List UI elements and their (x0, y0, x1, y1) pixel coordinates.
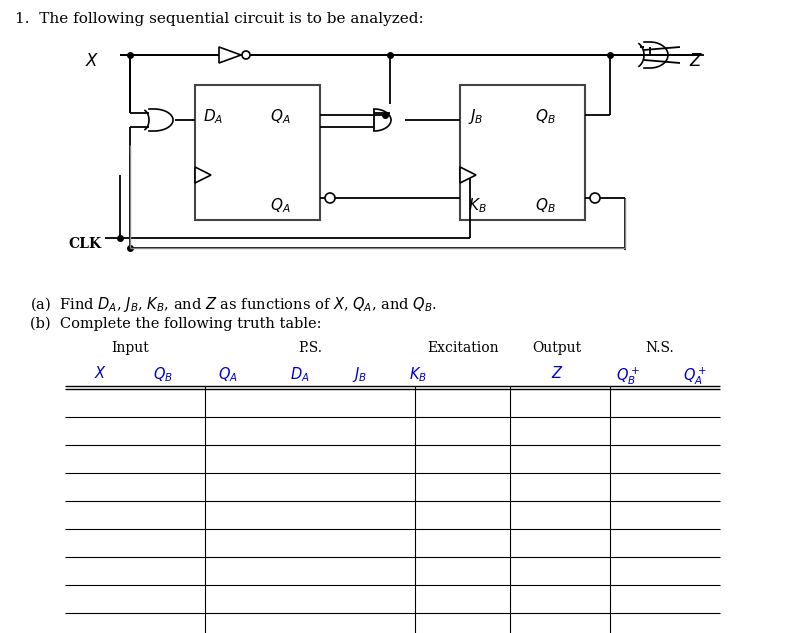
Text: 1.  The following sequential circuit is to be analyzed:: 1. The following sequential circuit is t… (15, 12, 424, 26)
Text: N.S.: N.S. (646, 341, 674, 355)
Bar (195, 85, 320, 220)
Circle shape (325, 193, 335, 203)
Text: P.S.: P.S. (298, 341, 322, 355)
Circle shape (590, 193, 600, 203)
Text: $J_B$: $J_B$ (468, 107, 484, 126)
Polygon shape (460, 167, 476, 183)
Bar (460, 85, 585, 220)
Text: $X$: $X$ (93, 365, 107, 381)
Polygon shape (195, 167, 211, 183)
Text: $J_B$: $J_B$ (352, 365, 367, 384)
Text: $K_B$: $K_B$ (409, 365, 427, 384)
Text: CLK: CLK (69, 237, 102, 251)
Text: $Q_B^+$: $Q_B^+$ (616, 365, 640, 387)
Text: $X$: $X$ (84, 53, 99, 70)
Text: $K_B$: $K_B$ (468, 196, 487, 215)
Text: $Q_B$: $Q_B$ (535, 196, 556, 215)
Text: Input: Input (111, 341, 149, 355)
Text: (b)  Complete the following truth table:: (b) Complete the following truth table: (30, 317, 321, 332)
Text: Excitation: Excitation (427, 341, 499, 355)
Circle shape (242, 51, 250, 59)
Text: Output: Output (532, 341, 582, 355)
Text: $Q_A$: $Q_A$ (270, 107, 291, 126)
Text: $Q_A$: $Q_A$ (270, 196, 291, 215)
Text: $D_A$: $D_A$ (203, 107, 223, 126)
Text: $Q_A^+$: $Q_A^+$ (683, 365, 707, 387)
Text: $D_A$: $D_A$ (290, 365, 310, 384)
Text: $Q_B$: $Q_B$ (153, 365, 173, 384)
Text: $Z$: $Z$ (551, 365, 563, 381)
Text: $Z$: $Z$ (689, 53, 703, 70)
Text: $Q_A$: $Q_A$ (218, 365, 238, 384)
Text: (a)  Find $D_A$, $J_B$, $K_B$, and $Z$ as functions of $X$, $Q_A$, and $Q_B$.: (a) Find $D_A$, $J_B$, $K_B$, and $Z$ as… (30, 295, 437, 314)
Polygon shape (219, 47, 241, 63)
Text: $Q_B$: $Q_B$ (535, 107, 556, 126)
